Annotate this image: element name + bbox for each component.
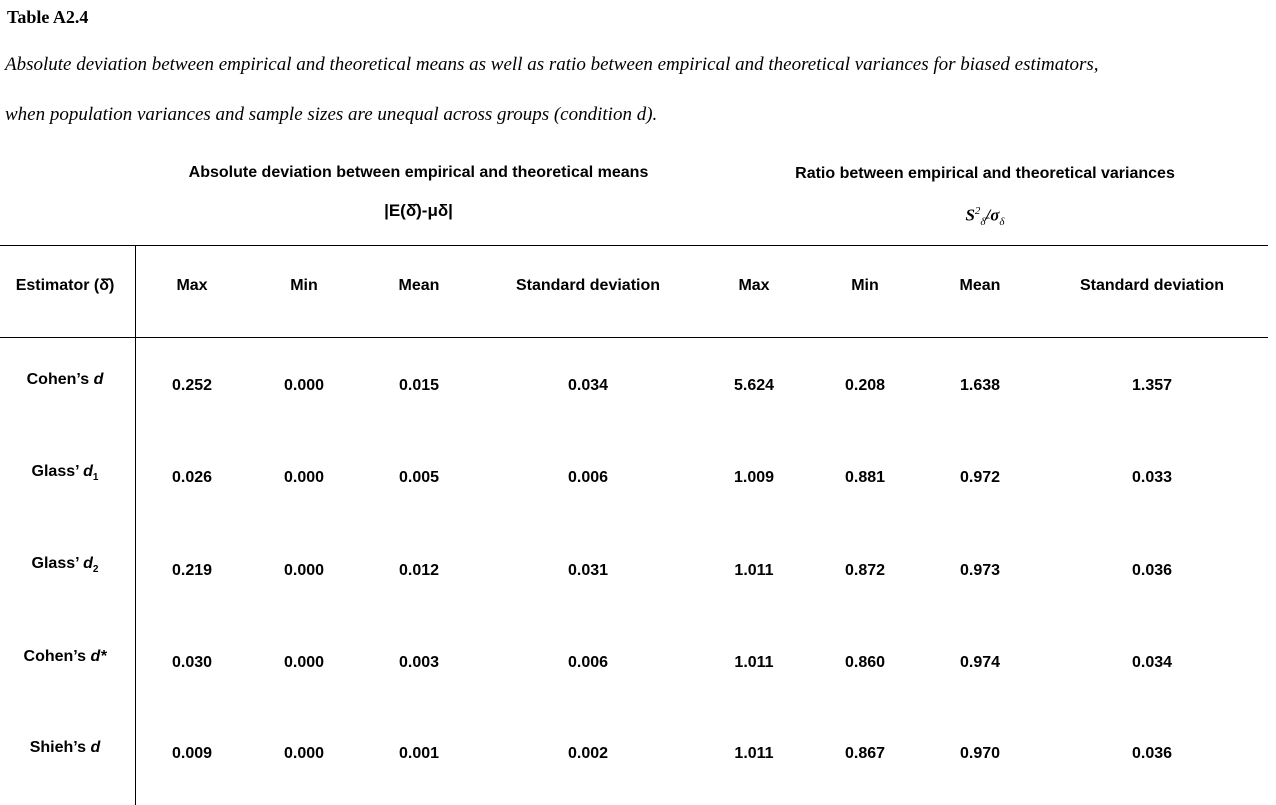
column-header-means-min: Min <box>290 277 318 294</box>
value-cell: 0.030 <box>171 654 213 671</box>
value-cell: 0.036 <box>1131 745 1173 762</box>
variances-group-title: Ratio between empirical and theoretical … <box>795 165 1175 182</box>
column-header-variances-min: Min <box>851 277 879 294</box>
value-cell: 0.034 <box>567 377 609 394</box>
value-cell: 1.011 <box>734 562 774 579</box>
value-cell: 1.011 <box>734 745 774 762</box>
value-cell: 0.031 <box>567 562 609 579</box>
value-cell: 0.033 <box>1131 469 1173 486</box>
value-cell: 0.000 <box>283 745 325 762</box>
value-cell: 0.972 <box>959 469 1001 486</box>
row-label: Cohen’s d <box>26 371 104 388</box>
column-header-means-mean: Mean <box>398 277 440 294</box>
value-cell: 1.009 <box>733 469 775 486</box>
column-header-estimator: Estimator (δ̂) <box>15 277 115 294</box>
row-label: Glass’ d2 <box>31 555 99 576</box>
value-cell: 0.000 <box>283 654 325 671</box>
row-label: Shieh’s d <box>29 739 101 756</box>
value-cell: 0.002 <box>567 745 609 762</box>
value-cell: 0.970 <box>959 745 1001 762</box>
row-label: Cohen’s d* <box>23 648 107 665</box>
value-cell: 0.005 <box>398 469 440 486</box>
stub-column-rule <box>135 245 136 805</box>
value-cell: 1.011 <box>734 654 774 671</box>
value-cell: 0.009 <box>171 745 213 762</box>
column-header-variances-max: Max <box>738 277 770 294</box>
value-cell: 0.219 <box>171 562 213 579</box>
column-header-means-sd: Standard deviation <box>515 277 661 294</box>
value-cell: 0.252 <box>171 377 213 394</box>
value-cell: 0.974 <box>959 654 1001 671</box>
column-header-variances-sd: Standard deviation <box>1079 277 1225 294</box>
table-caption-line-2: when population variances and sample siz… <box>5 104 658 125</box>
table-caption-line-1: Absolute deviation between empirical and… <box>5 54 1099 75</box>
means-group-title: Absolute deviation between empirical and… <box>188 164 649 181</box>
value-cell: 0.012 <box>398 562 440 579</box>
value-cell: 0.026 <box>171 469 213 486</box>
table-title: Table A2.4 <box>7 7 89 27</box>
column-header-variances-mean: Mean <box>959 277 1001 294</box>
value-cell: 0.872 <box>844 562 886 579</box>
header-top-rule <box>0 245 1268 246</box>
column-header-means-max: Max <box>176 277 208 294</box>
value-cell: 0.006 <box>567 654 609 671</box>
value-cell: 0.034 <box>1131 654 1173 671</box>
row-label: Glass’ d1 <box>31 463 99 484</box>
value-cell: 0.003 <box>398 654 440 671</box>
header-bottom-rule <box>0 337 1268 338</box>
variances-formula: S2δ̂/σδ <box>965 205 1005 229</box>
value-cell: 0.973 <box>959 562 1001 579</box>
value-cell: 1.357 <box>1131 377 1173 394</box>
value-cell: 0.867 <box>844 745 886 762</box>
value-cell: 0.208 <box>844 377 886 394</box>
value-cell: 1.638 <box>959 377 1001 394</box>
value-cell: 0.000 <box>283 562 325 579</box>
value-cell: 0.000 <box>283 377 325 394</box>
value-cell: 0.015 <box>398 377 440 394</box>
value-cell: 0.036 <box>1131 562 1173 579</box>
value-cell: 0.001 <box>398 745 440 762</box>
value-cell: 0.860 <box>844 654 886 671</box>
value-cell: 5.624 <box>733 377 775 394</box>
means-formula: |E(δ̂)-μδ| <box>384 201 453 220</box>
value-cell: 0.881 <box>844 469 886 486</box>
value-cell: 0.006 <box>567 469 609 486</box>
value-cell: 0.000 <box>283 469 325 486</box>
